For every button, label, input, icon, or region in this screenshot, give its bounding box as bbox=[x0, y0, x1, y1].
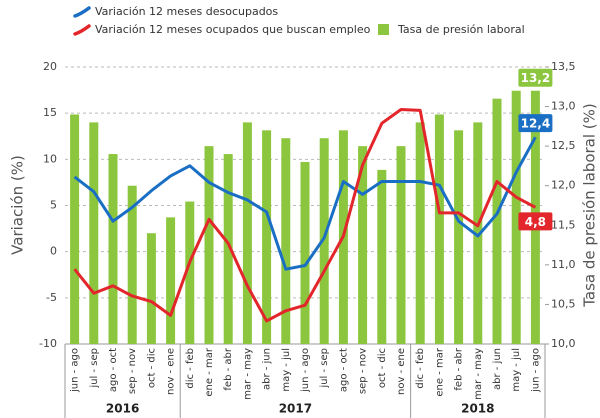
value-label-bg bbox=[518, 114, 553, 133]
bar bbox=[262, 130, 272, 344]
bar bbox=[415, 122, 425, 345]
y-tick-label: -10 bbox=[39, 337, 57, 350]
value-label-bg bbox=[518, 68, 553, 87]
line bbox=[73, 107, 537, 323]
bar bbox=[319, 138, 329, 344]
x-tick-label: ene - mar bbox=[434, 347, 445, 396]
bar bbox=[166, 217, 176, 344]
x-tick-label: jul - sep bbox=[89, 348, 100, 389]
x-tick-label: may - jul bbox=[511, 348, 522, 392]
legend-label: Variación 12 meses ocupados que buscan e… bbox=[95, 23, 371, 36]
bar bbox=[454, 130, 464, 344]
x-tick-label: may - jul bbox=[281, 348, 292, 392]
x-tick-label: jun - ago bbox=[530, 348, 541, 393]
x-tick-label: ago - oct bbox=[108, 348, 119, 392]
y2-tick-label: 12,0 bbox=[551, 179, 576, 192]
y2-tick-label: 10,0 bbox=[551, 337, 576, 350]
bar bbox=[146, 233, 156, 344]
y-tick-label: 5 bbox=[50, 199, 57, 212]
bar bbox=[89, 122, 99, 345]
y-tick-label: 20 bbox=[43, 60, 57, 73]
line bbox=[73, 136, 537, 271]
legend-label: Tasa de presión laboral bbox=[397, 23, 525, 36]
legend-swatch bbox=[378, 24, 389, 35]
bar bbox=[281, 138, 291, 344]
value-label-box: 12,4 bbox=[518, 114, 553, 133]
bar bbox=[358, 146, 368, 344]
x-tick-label: jun - ago bbox=[300, 348, 311, 393]
bar bbox=[223, 154, 233, 344]
x-tick-label: oct - dic bbox=[146, 348, 157, 388]
legend-label: Variación 12 meses desocupados bbox=[95, 5, 278, 18]
y2-tick-label: 11,5 bbox=[551, 218, 576, 231]
bar bbox=[434, 114, 444, 344]
y-tick-label: 15 bbox=[43, 106, 57, 119]
y-tick-label: 10 bbox=[43, 152, 57, 165]
bar bbox=[396, 146, 406, 344]
y2-tick-label: 11,0 bbox=[551, 258, 576, 271]
bar bbox=[204, 146, 214, 344]
y-axis-title: Variación (%) bbox=[9, 155, 27, 255]
x-tick-label: feb - abr bbox=[223, 347, 234, 390]
x-tick-label: jul - sep bbox=[319, 348, 330, 389]
x-tick-label: mar - may bbox=[242, 348, 253, 400]
legend-swatch bbox=[73, 24, 91, 36]
value-label: 13,2 bbox=[521, 71, 551, 85]
group-label: 2016 bbox=[106, 402, 139, 416]
value-label: 12,4 bbox=[521, 117, 551, 131]
x-tick-label: dic - feb bbox=[185, 348, 196, 389]
legend-swatch bbox=[73, 6, 91, 18]
x-tick-label: sep - nov bbox=[127, 348, 138, 394]
y2-tick-label: 12,5 bbox=[551, 139, 576, 152]
bar bbox=[473, 122, 483, 345]
bar bbox=[70, 114, 80, 344]
x-tick-label: feb - abr bbox=[454, 347, 465, 390]
bar bbox=[300, 161, 310, 344]
x-tick-label: nov - ene bbox=[166, 348, 177, 395]
value-label: 4,8 bbox=[525, 215, 546, 229]
x-tick-label: jun - ago bbox=[70, 348, 81, 393]
group-label: 2017 bbox=[279, 402, 312, 416]
value-label-box: 4,8 bbox=[518, 212, 553, 231]
bar bbox=[108, 154, 118, 344]
y-tick-label: 0 bbox=[50, 245, 57, 258]
y2-tick-label: 13,5 bbox=[551, 60, 576, 73]
x-tick-label: ago - oct bbox=[338, 348, 349, 392]
bar bbox=[511, 90, 521, 344]
x-tick-label: ene - mar bbox=[204, 347, 215, 396]
bar bbox=[127, 185, 137, 344]
x-tick-label: oct - dic bbox=[377, 348, 388, 388]
x-tick-label: abr - jun bbox=[262, 348, 273, 390]
value-label-bg bbox=[518, 212, 553, 231]
x-tick-label: dic - feb bbox=[415, 348, 426, 389]
x-tick-label: abr - jun bbox=[492, 348, 503, 390]
value-label-box: 13,2 bbox=[518, 68, 553, 87]
x-tick-label: nov - ene bbox=[396, 348, 407, 395]
y2-axis-title: Tasa de presión laboral (%) bbox=[581, 103, 599, 308]
bar bbox=[492, 98, 502, 345]
bar bbox=[185, 201, 195, 344]
x-tick-label: mar - may bbox=[473, 348, 484, 400]
x-tick-label: sep - nov bbox=[358, 348, 369, 394]
y2-tick-label: 10,5 bbox=[551, 297, 576, 310]
bar bbox=[377, 169, 387, 344]
group-label: 2018 bbox=[461, 402, 494, 416]
bar bbox=[242, 122, 252, 345]
y2-tick-label: 13,0 bbox=[551, 100, 576, 113]
y-tick-label: -5 bbox=[46, 291, 57, 304]
